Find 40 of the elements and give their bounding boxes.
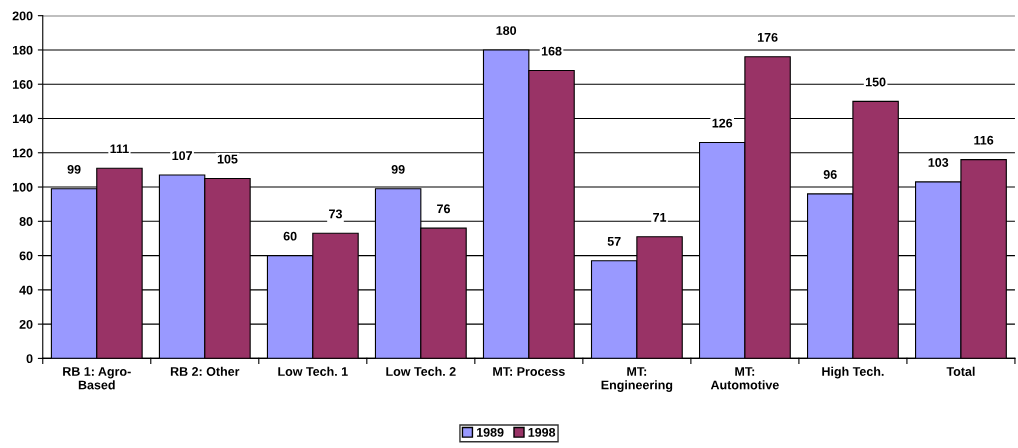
y-tick-label: 80 [19,217,33,226]
data-label: 103 [928,158,949,167]
x-tick-label: MT: Process [493,367,565,376]
data-label: 57 [607,237,621,246]
y-tick-label: 40 [19,285,33,295]
data-label: 76 [437,204,451,214]
y-tick-label: 0 [26,354,33,364]
y-tick-label: 120 [12,148,33,158]
x-tick-label: Low Tech. 2 [386,366,456,376]
data-label: 71 [653,213,667,222]
legend-label: 1998 [528,427,556,437]
y-tick-label: 160 [12,80,33,89]
x-tick-label: Total [946,366,975,376]
y-tick-label: 180 [12,45,33,55]
y-tick-label: 100 [12,182,33,192]
data-label: 126 [712,118,733,128]
x-tick-label: MT: Engineering [601,367,673,392]
data-label: 107 [172,151,192,161]
data-label: 99 [67,164,81,174]
data-label: 73 [329,209,342,219]
y-tick-label: 60 [19,251,33,261]
data-label: 105 [217,154,238,164]
data-label: 60 [283,231,297,241]
x-tick-label: RB 2: Other [170,366,240,376]
x-tick-label: High Tech. [822,366,884,379]
data-label: 116 [974,135,994,145]
legend-label: 1989 [476,427,504,437]
y-tick-label: 20 [19,319,33,329]
data-label: 111 [110,144,129,154]
data-label: 180 [496,26,517,35]
data-label: 168 [541,46,562,56]
data-label: 96 [823,170,837,179]
y-tick-label: 200 [12,11,33,21]
data-label: 176 [757,32,778,42]
x-tick-label: MT: Automotive [710,367,779,390]
data-label: 99 [391,164,405,174]
x-tick-label: RB 1: Agro- Based [63,367,131,390]
data-label: 150 [865,77,886,87]
y-tick-label: 140 [12,114,33,124]
x-tick-label: Low Tech. 1 [278,366,348,376]
